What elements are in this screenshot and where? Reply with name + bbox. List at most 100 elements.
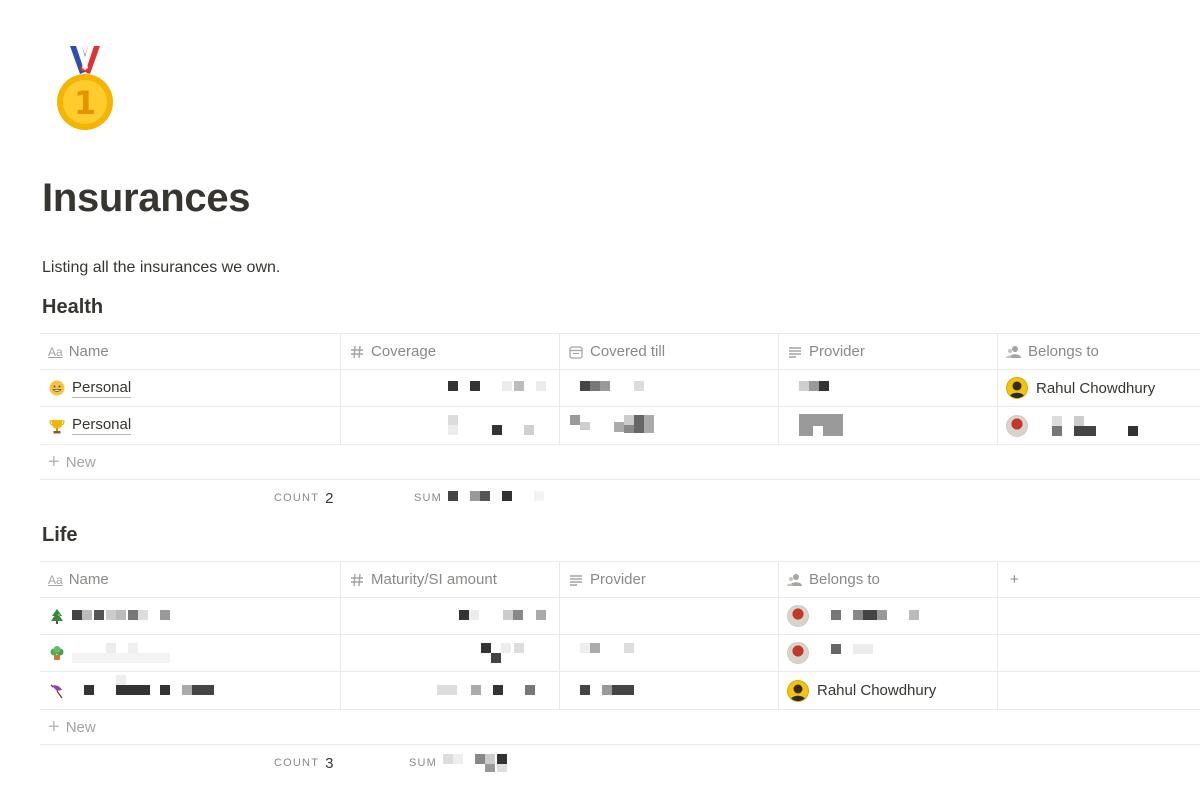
provider-cell[interactable]: [560, 598, 779, 634]
person-name: Rahul Chowdhury: [817, 682, 937, 699]
maturity-si-amount-cell[interactable]: [341, 672, 560, 709]
table-row[interactable]: Personal: [40, 370, 1200, 407]
add-property-button[interactable]: +: [998, 562, 1200, 597]
first-place-medal-icon[interactable]: 1: [52, 44, 118, 134]
avatar: [787, 642, 809, 664]
table-header-row: Aa Name Maturity/SI amount Provider Belo…: [40, 561, 1200, 598]
table-row[interactable]: Rahul Chowdhury: [40, 672, 1200, 710]
trophy-icon: [48, 417, 66, 435]
column-header-provider[interactable]: Provider: [779, 334, 998, 369]
belongs-to-cell[interactable]: Rahul Chowdhury: [998, 370, 1200, 406]
redacted-value: [787, 407, 987, 444]
redacted-value: [817, 598, 937, 634]
name-cell[interactable]: [40, 672, 341, 709]
number-property-icon: [349, 572, 365, 588]
redacted-value: [568, 635, 768, 671]
row-name[interactable]: Personal: [72, 416, 132, 435]
column-header-maturity-si-amount[interactable]: Maturity/SI amount: [341, 562, 560, 597]
provider-cell[interactable]: [560, 635, 779, 671]
plus-icon: +: [48, 715, 60, 738]
redacted-value: [568, 672, 768, 709]
column-header-belongs-to[interactable]: Belongs to: [779, 562, 998, 597]
count-calculation[interactable]: COUNT 2: [274, 489, 334, 507]
add-new-row-button[interactable]: + New: [40, 710, 1200, 745]
redacted-value: [349, 672, 549, 709]
redacted-value: [349, 407, 549, 444]
plus-icon: +: [48, 450, 60, 473]
redacted-value: [349, 598, 549, 634]
provider-cell[interactable]: [779, 370, 998, 406]
empty-cell[interactable]: [998, 598, 1200, 634]
coverage-cell[interactable]: [341, 407, 560, 444]
svg-text:1: 1: [74, 84, 96, 122]
person-property-icon: [787, 572, 803, 588]
health-table: Aa Name Coverage Covered till Provider: [40, 333, 1200, 516]
table-row[interactable]: [40, 635, 1200, 672]
avatar: [1006, 414, 1028, 437]
name-cell[interactable]: Personal: [40, 370, 341, 406]
person-property-icon: [1006, 344, 1022, 360]
column-header-belongs-to[interactable]: Belongs to: [998, 334, 1200, 369]
text-lines-icon: [787, 344, 803, 360]
table-row[interactable]: [40, 598, 1200, 635]
green-plant-icon: [48, 644, 66, 662]
redacted-value: [1036, 407, 1156, 444]
count-calculation[interactable]: COUNT 3: [274, 754, 334, 772]
text-property-icon: Aa: [48, 572, 63, 587]
row-name[interactable]: Personal: [72, 378, 132, 398]
maturity-si-amount-cell[interactable]: [341, 598, 560, 634]
plus-icon: +: [1010, 571, 1019, 588]
avatar: [1006, 377, 1028, 399]
avatar: [787, 605, 809, 627]
column-header-covered-till[interactable]: Covered till: [560, 334, 779, 369]
life-section-title[interactable]: Life: [42, 524, 78, 546]
maturity-si-amount-cell[interactable]: [341, 635, 560, 671]
redacted-value: [817, 635, 937, 671]
table-header-row: Aa Name Coverage Covered till Provider: [40, 333, 1200, 370]
covered-till-cell[interactable]: [560, 370, 779, 406]
belongs-to-cell[interactable]: [779, 635, 998, 671]
empty-cell[interactable]: [998, 672, 1200, 709]
redacted-value: [568, 407, 768, 444]
add-new-row-button[interactable]: + New: [40, 445, 1200, 480]
column-header-name[interactable]: Aa Name: [40, 334, 341, 369]
redacted-value: [443, 745, 553, 781]
name-cell[interactable]: Personal: [40, 407, 341, 444]
provider-cell[interactable]: [779, 407, 998, 444]
column-header-name[interactable]: Aa Name: [40, 562, 341, 597]
name-cell[interactable]: [40, 598, 341, 634]
redacted-value: [568, 370, 768, 406]
calculation-row: COUNT 2 SUM: [40, 480, 1200, 516]
sum-calculation[interactable]: SUM: [414, 480, 558, 516]
umbrella-icon: [48, 682, 66, 700]
belongs-to-cell[interactable]: Rahul Chowdhury: [779, 672, 998, 709]
coverage-cell[interactable]: [341, 370, 560, 406]
text-property-icon: Aa: [48, 344, 63, 359]
redacted-value: [349, 635, 549, 671]
avatar: [787, 679, 809, 702]
redacted-value: [349, 370, 549, 406]
empty-cell[interactable]: [998, 635, 1200, 671]
redacted-value: [72, 672, 222, 709]
covered-till-cell[interactable]: [560, 407, 779, 444]
redacted-value: [448, 480, 558, 516]
redacted-value: [72, 635, 192, 671]
column-header-provider[interactable]: Provider: [560, 562, 779, 597]
calculation-row: COUNT 3 SUM: [40, 745, 1200, 781]
text-lines-icon: [568, 572, 584, 588]
table-row[interactable]: Personal: [40, 407, 1200, 445]
belongs-to-cell[interactable]: [779, 598, 998, 634]
sum-calculation[interactable]: SUM: [409, 745, 553, 781]
christmas-tree-icon: [48, 607, 66, 625]
grinning-face-icon: [48, 379, 66, 397]
column-header-coverage[interactable]: Coverage: [341, 334, 560, 369]
page-description[interactable]: Listing all the insurances we own.: [42, 259, 281, 276]
redacted-value: [787, 370, 987, 406]
name-cell[interactable]: [40, 635, 341, 671]
page-title[interactable]: Insurances: [42, 176, 251, 220]
provider-cell[interactable]: [560, 672, 779, 709]
belongs-to-cell[interactable]: [998, 407, 1200, 444]
health-section-title[interactable]: Health: [42, 296, 104, 318]
number-property-icon: [349, 344, 365, 360]
redacted-value: [72, 598, 192, 634]
